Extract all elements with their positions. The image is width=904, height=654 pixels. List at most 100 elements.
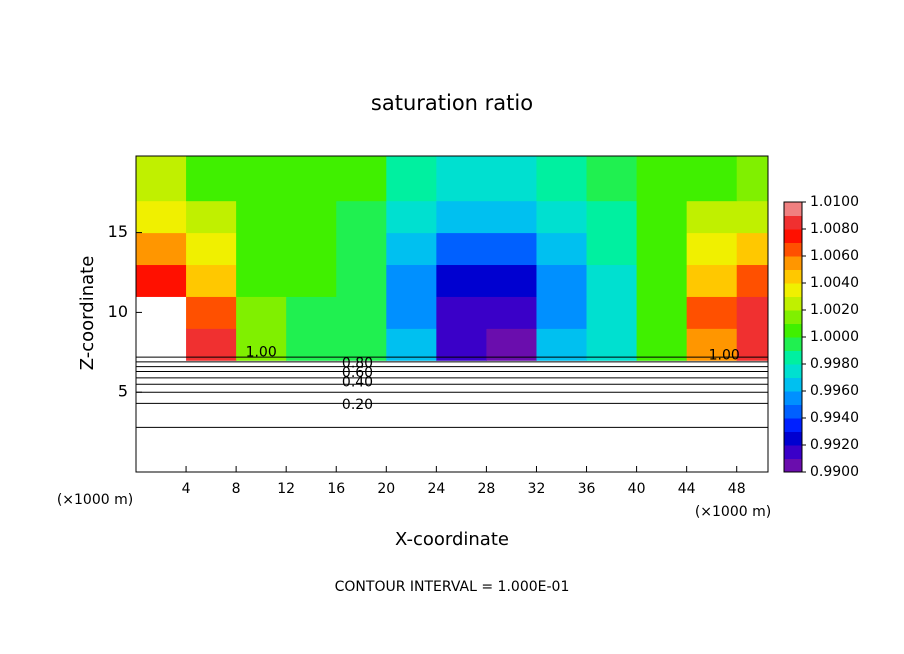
- colorbar-swatch: [784, 431, 802, 446]
- field-cell: [386, 328, 437, 361]
- field-cell: [636, 264, 688, 297]
- colorbar-swatch: [784, 458, 802, 473]
- field-cell: [386, 296, 437, 329]
- contour-label: 0.60: [342, 365, 373, 381]
- field-cell: [486, 156, 537, 202]
- field-cell: [436, 232, 487, 266]
- field-cell: [686, 328, 738, 361]
- field-cell: [186, 200, 237, 234]
- colorbar-swatch: [784, 256, 802, 270]
- field-cell: [386, 264, 437, 297]
- colorbar-label: 0.9900: [810, 464, 859, 480]
- field-cell: [136, 264, 187, 297]
- colorbar-swatch: [784, 215, 802, 230]
- field-cell: [336, 200, 387, 234]
- colorbar-swatch: [784, 296, 802, 311]
- x-tick-label: 4: [182, 481, 191, 497]
- colorbar-label: 1.0060: [810, 248, 859, 264]
- field-cell: [386, 200, 437, 234]
- colorbar-swatch: [784, 229, 802, 243]
- field-cell: [186, 232, 237, 266]
- y-axis-label: Z-coordinate: [77, 256, 98, 371]
- x-tick-label: 44: [678, 481, 696, 497]
- field-cell: [686, 200, 738, 234]
- field-cell: [186, 264, 237, 297]
- field-cell: [186, 328, 237, 361]
- field-cell: [486, 296, 537, 329]
- field-cell: [286, 264, 337, 297]
- colorbar-swatch: [784, 418, 802, 432]
- field-cell: [536, 200, 588, 234]
- field-cell: [736, 264, 769, 297]
- chart-title: saturation ratio: [371, 91, 533, 115]
- field-cell: [336, 296, 387, 329]
- field-cell: [686, 232, 738, 266]
- field-cell: [286, 232, 337, 266]
- field-cell: [736, 296, 769, 329]
- x-unit: (×1000 m): [695, 504, 771, 520]
- x-tick-label: 28: [478, 481, 496, 497]
- x-tick-label: 24: [427, 481, 445, 497]
- field-cell: [286, 296, 337, 329]
- field-cell: [536, 328, 588, 361]
- x-tick-label: 40: [628, 481, 646, 497]
- colorbar-swatch: [784, 242, 802, 257]
- field-cell: [736, 200, 769, 234]
- field-cell: [436, 200, 487, 234]
- field-cell: [586, 200, 638, 234]
- field-cell: [286, 156, 337, 202]
- field-cell: [486, 264, 537, 297]
- field-cell: [436, 156, 487, 202]
- field-cell: [686, 156, 738, 202]
- field-cell: [136, 156, 187, 202]
- colorbar-swatch: [784, 404, 802, 419]
- y-tick-label: 10: [108, 302, 128, 321]
- contour-label: 0.40: [342, 375, 373, 391]
- x-axis-label: X-coordinate: [395, 529, 509, 550]
- field-cell: [586, 156, 638, 202]
- x-tick-label: 32: [528, 481, 546, 497]
- x-tick-label: 48: [728, 481, 746, 497]
- colorbar-label: 1.0020: [810, 302, 859, 318]
- field-cell: [586, 296, 638, 329]
- colorbar-swatch: [784, 364, 802, 378]
- colorbar-swatch: [784, 377, 802, 392]
- y-tick-label: 15: [108, 222, 128, 241]
- contour-label: 1.00: [246, 344, 277, 360]
- contour-label: 0.20: [342, 397, 373, 413]
- field-cell: [736, 328, 769, 361]
- x-tick-label: 36: [578, 481, 596, 497]
- field-cell: [336, 328, 387, 361]
- x-unit: (×1000 m): [57, 492, 133, 508]
- field-cell: [586, 328, 638, 361]
- field-cell: [686, 296, 738, 329]
- x-tick-label: 16: [327, 481, 345, 497]
- x-tick-label: 8: [232, 481, 241, 497]
- field-cell: [436, 264, 487, 297]
- field-cell: [536, 264, 588, 297]
- colorbar-label: 0.9940: [810, 410, 859, 426]
- field-cell: [536, 156, 588, 202]
- plot-frame: [135, 155, 769, 473]
- field-cell: [236, 264, 287, 297]
- colorbar-label: 1.0080: [810, 221, 859, 237]
- field-cell: [486, 232, 537, 266]
- field-cell: [436, 328, 487, 361]
- field-cell: [236, 328, 287, 361]
- field-cell: [336, 232, 387, 266]
- colorbar-label: 0.9980: [810, 356, 859, 372]
- field-cell: [386, 232, 437, 266]
- colorbar-swatch: [784, 202, 802, 216]
- colorbar-label: 1.0100: [810, 194, 859, 210]
- field-cell: [336, 156, 387, 202]
- colorbar-swatch: [784, 269, 802, 284]
- colorbar-swatch: [784, 350, 802, 365]
- field-cell: [436, 296, 487, 329]
- field-cell: [286, 200, 337, 234]
- colorbar-swatch: [784, 323, 802, 338]
- colorbar-label: 0.9920: [810, 437, 859, 453]
- field-cell: [336, 264, 387, 297]
- field-cell: [386, 156, 437, 202]
- field-cell: [286, 328, 337, 361]
